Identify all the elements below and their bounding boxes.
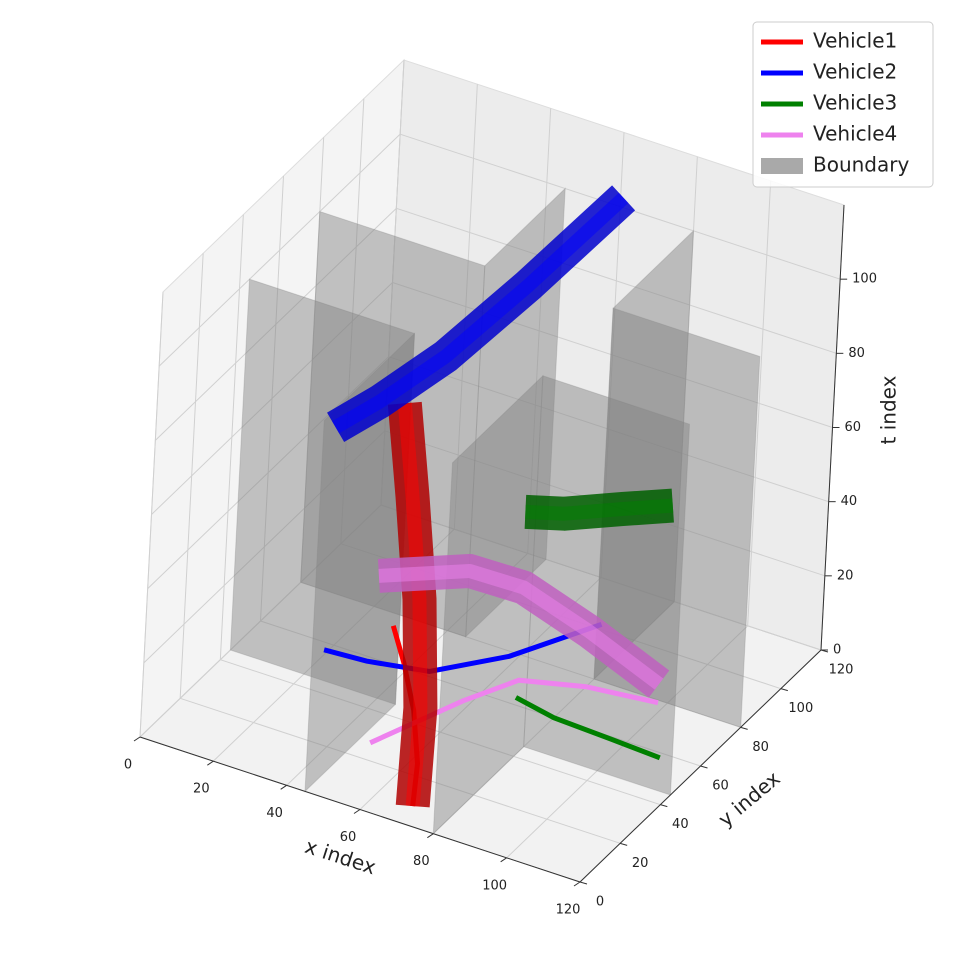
- y-tick-label: 80: [752, 740, 769, 755]
- x-tick: [500, 857, 507, 863]
- ground-path: [514, 695, 661, 761]
- x-tick: [280, 784, 287, 790]
- x-tick: [207, 760, 214, 766]
- trajectory-highlight: [332, 192, 629, 434]
- x-tick: [427, 833, 434, 839]
- x-tick-label: 120: [556, 903, 581, 918]
- y-tick-label: 120: [829, 663, 854, 678]
- legend-label: Vehicle1: [813, 29, 897, 53]
- t-tick-label: 100: [852, 272, 877, 287]
- y-tick-label: 60: [712, 779, 729, 794]
- x-tick-label: 20: [193, 782, 210, 797]
- x-tick: [133, 736, 141, 742]
- legend-label: Vehicle2: [813, 60, 897, 84]
- x-tick-label: 80: [413, 854, 430, 869]
- t-tick-label: 0: [833, 643, 841, 658]
- grid-line: [220, 659, 661, 806]
- y-tick: [660, 804, 668, 808]
- grid-line: [143, 430, 386, 664]
- x-tick-label: 0: [124, 758, 132, 773]
- x-tick: [573, 881, 581, 887]
- y-tick-label: 100: [788, 701, 813, 716]
- grid-line: [139, 504, 382, 738]
- grid-line: [396, 207, 837, 354]
- t-axis-label: t index: [877, 375, 901, 444]
- y-tick: [579, 881, 588, 885]
- t-tick-label: 20: [837, 568, 854, 583]
- boundary-wall: [229, 278, 416, 706]
- y-tick: [620, 842, 628, 846]
- legend-label: Vehicle4: [813, 122, 897, 146]
- t-tick-label: 40: [841, 494, 858, 509]
- y-tick: [740, 726, 748, 730]
- y-tick: [780, 688, 788, 692]
- boundary-wall: [593, 307, 761, 728]
- y-tick: [700, 765, 708, 769]
- trajectory-highlight: [378, 564, 664, 690]
- y-axis-label: y index: [713, 766, 784, 831]
- t-tick-label: 80: [848, 346, 865, 361]
- legend-box: [752, 21, 934, 188]
- grid-line: [154, 207, 397, 441]
- t-tick-label: 60: [845, 420, 862, 435]
- x-tick-label: 40: [266, 806, 283, 821]
- grid-line: [388, 356, 829, 503]
- y-tick-label: 0: [596, 895, 604, 910]
- x-tick-label: 100: [482, 878, 507, 893]
- grid-line: [158, 133, 401, 367]
- grid-line: [151, 282, 393, 515]
- legend: Vehicle1 Vehicle2 Vehicle3 Vehicle4 Boundary: [752, 21, 934, 188]
- boundary-wall: [593, 229, 695, 681]
- x-tick-label: 60: [340, 830, 357, 845]
- legend-label: Boundary: [813, 153, 909, 177]
- y-tick-label: 40: [672, 817, 689, 832]
- legend-label: Vehicle3: [813, 91, 897, 115]
- y-tick-label: 20: [632, 856, 649, 871]
- trajectory-highlight: [397, 402, 428, 807]
- grid-line: [147, 356, 390, 590]
- boundary-wall: [304, 332, 416, 793]
- trajectory-highlight: [525, 498, 674, 521]
- grid-line: [380, 504, 822, 651]
- legend-swatch: [761, 158, 803, 174]
- grid-line: [392, 282, 833, 428]
- x-tick: [353, 809, 361, 814]
